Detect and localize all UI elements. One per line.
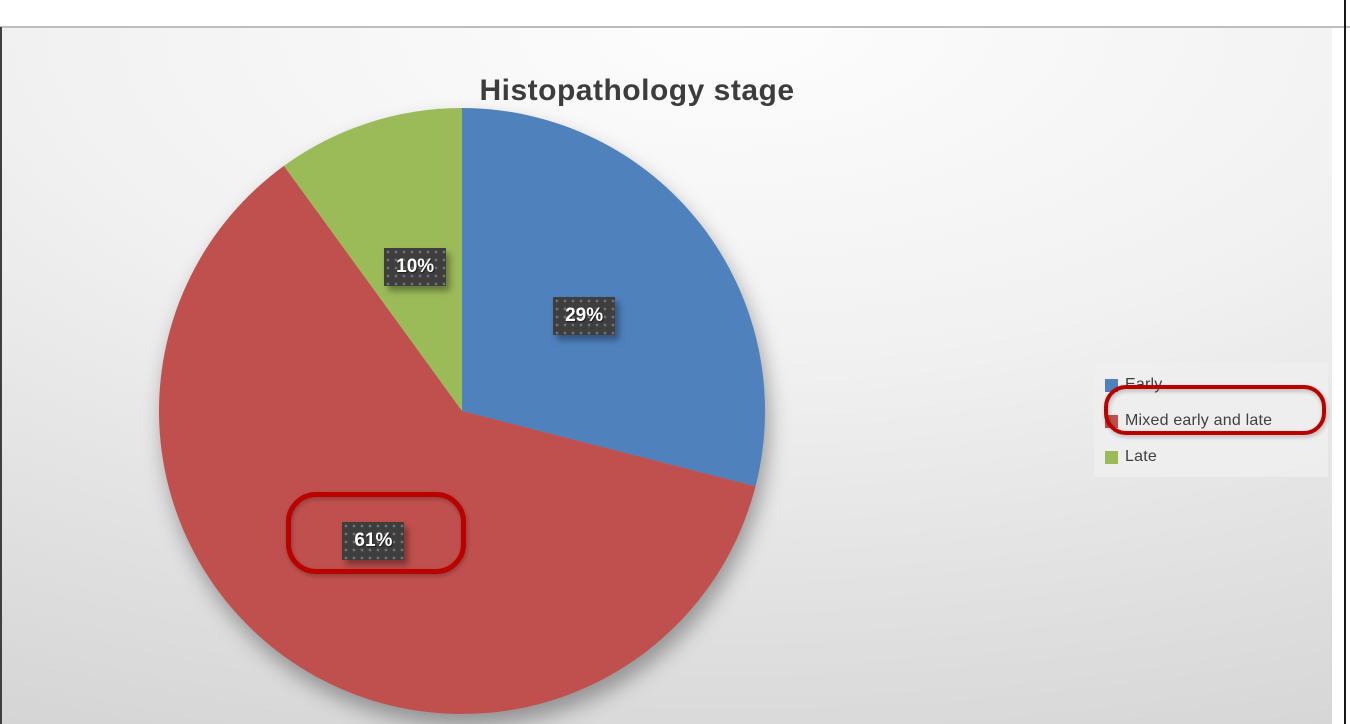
legend-swatch-late (1105, 450, 1118, 464)
chart-legend: Early Mixed early and late Late (1094, 363, 1328, 477)
red-highlight-legend-mixed (1104, 385, 1326, 435)
legend-label-late: Late (1125, 448, 1157, 465)
red-highlight-61-percent (286, 492, 466, 574)
pie-slice-1 (159, 165, 756, 714)
legend-item-late: Late (1094, 439, 1328, 475)
top-margin (0, 0, 1350, 28)
pie-slice-0 (462, 108, 766, 487)
chart-title: Histopathology stage (479, 74, 795, 107)
right-edge-line (1344, 0, 1346, 724)
pie-data-label-early: 29% (553, 297, 616, 336)
pie-data-label-late: 10% (384, 247, 447, 286)
left-edge-line (0, 27, 2, 724)
pie-chart (159, 108, 766, 714)
pie-slice-2 (283, 108, 462, 411)
pie-data-label-mixed: 61% (342, 522, 405, 561)
legend-label-mixed: Mixed early and late (1125, 412, 1273, 429)
